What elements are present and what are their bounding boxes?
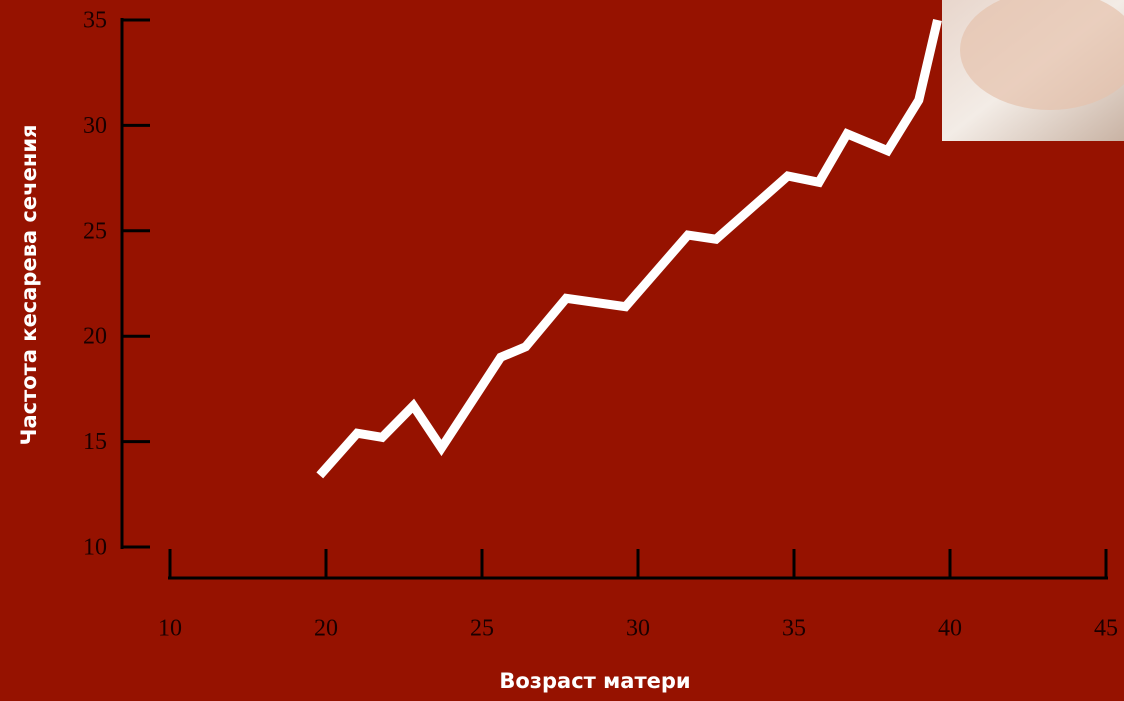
x-tick-label: 30 (626, 616, 650, 642)
y-tick-label: 25 (83, 218, 107, 244)
x-axis-title: Возраст матери (499, 669, 690, 693)
x-tick-label: 10 (158, 616, 182, 642)
data-line (320, 20, 938, 475)
x-tick-label: 20 (314, 616, 338, 642)
x-tick-label: 40 (938, 616, 962, 642)
x-tick-label: 25 (470, 616, 494, 642)
y-axis-title: Частота кесарева сечения (17, 124, 41, 445)
y-tick-label: 35 (83, 8, 107, 34)
x-tick-label: 45 (1094, 616, 1118, 642)
y-tick-label: 15 (83, 429, 107, 455)
chart: Возраст матери Частота кесарева сечения … (0, 0, 1124, 701)
x-tick-label: 35 (782, 616, 806, 642)
y-tick-label: 30 (83, 113, 107, 139)
y-tick-label: 20 (83, 324, 107, 350)
y-tick-label: 10 (83, 535, 107, 561)
